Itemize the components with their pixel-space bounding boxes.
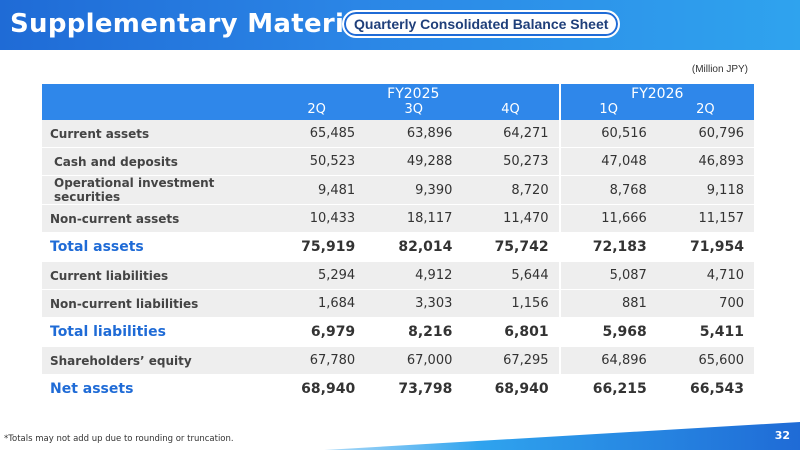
section-subtitle: Quarterly Consolidated Balance Sheet xyxy=(342,10,621,38)
quarter-header-row: 2Q 3Q 4Q 1Q 2Q xyxy=(42,102,754,120)
cell-value: 66,543 xyxy=(656,374,754,404)
row-label: Total liabilities xyxy=(42,317,268,347)
footnote: *Totals may not add up due to rounding o… xyxy=(4,434,234,444)
row-label: Operational investment securities xyxy=(42,175,268,205)
cell-value: 5,087 xyxy=(558,261,657,290)
unit-label: (Million JPY) xyxy=(691,64,748,75)
cell-value: 64,896 xyxy=(558,346,657,375)
cell-value: 6,801 xyxy=(462,317,560,347)
cell-value: 65,485 xyxy=(268,120,366,148)
table-row: Current assets 65,485 63,896 64,271 60,516 60… xyxy=(42,120,754,148)
cell-value: 47,048 xyxy=(558,147,657,176)
cell-value: 9,118 xyxy=(656,175,754,205)
header-corner xyxy=(42,102,268,120)
page-title: Supplementary Material xyxy=(10,9,372,39)
cell-value: 67,780 xyxy=(268,346,366,375)
cell-value: 60,796 xyxy=(656,120,754,148)
cell-value: 63,896 xyxy=(365,120,463,148)
cell-value: 75,742 xyxy=(462,232,560,262)
header-corner xyxy=(42,84,268,102)
cell-value: 9,390 xyxy=(365,175,463,205)
cell-value: 8,216 xyxy=(365,317,463,347)
row-label: Current assets xyxy=(42,120,268,148)
cell-value: 881 xyxy=(558,289,657,318)
year-header-row: FY2025 FY2026 xyxy=(42,84,754,102)
year-header: FY2025 xyxy=(268,84,560,102)
cell-value: 11,470 xyxy=(462,204,560,233)
cell-value: 73,798 xyxy=(365,374,463,404)
table-body: Current assets 65,485 63,896 64,271 60,516 60… xyxy=(42,120,754,404)
table-row: Non-current liabilities 1,684 3,303 1,156 88… xyxy=(42,289,754,318)
cell-value: 10,433 xyxy=(268,204,366,233)
cell-value: 8,720 xyxy=(462,175,560,205)
cell-value: 3,303 xyxy=(365,289,463,318)
table-row: Operational investment securities 9,481 9,… xyxy=(42,175,754,205)
cell-value: 5,294 xyxy=(268,261,366,290)
cell-value: 72,183 xyxy=(558,232,657,262)
title-banner: Supplementary Material Quarterly Consoli… xyxy=(0,0,800,50)
table-row: Current liabilities 5,294 4,912 5,644 5,087 4… xyxy=(42,261,754,290)
cell-value: 9,481 xyxy=(268,175,366,205)
quarter-header: 2Q xyxy=(268,102,366,120)
cell-value: 75,919 xyxy=(268,232,366,262)
quarter-header: 4Q xyxy=(462,102,560,120)
cell-value: 4,912 xyxy=(365,261,463,290)
row-label: Shareholders’ equity xyxy=(42,346,268,375)
year-header: FY2026 xyxy=(558,84,754,102)
footer-decoration xyxy=(324,422,800,450)
cell-value: 5,411 xyxy=(656,317,754,347)
cell-value: 60,516 xyxy=(558,120,657,148)
row-label: Total assets xyxy=(42,232,268,262)
row-label: Non-current liabilities xyxy=(42,289,268,318)
cell-value: 64,271 xyxy=(462,120,560,148)
quarter-header: 3Q xyxy=(365,102,463,120)
table-row: Net assets 68,940 73,798 68,940 66,215 66,543 xyxy=(42,374,754,404)
table-row: Non-current assets 10,433 18,117 11,470 11,6… xyxy=(42,204,754,233)
table-row: Cash and deposits 50,523 49,288 50,273 47,04… xyxy=(42,147,754,176)
cell-value: 82,014 xyxy=(365,232,463,262)
cell-value: 50,523 xyxy=(268,147,366,176)
balance-sheet-table: FY2025 FY2026 2Q 3Q 4Q 1Q 2Q Current ass… xyxy=(42,84,754,404)
quarter-header: 2Q xyxy=(656,102,754,120)
table-row: Total assets 75,919 82,014 75,742 72,183 71,9… xyxy=(42,232,754,262)
cell-value: 4,710 xyxy=(656,261,754,290)
cell-value: 11,666 xyxy=(558,204,657,233)
cell-value: 67,295 xyxy=(462,346,560,375)
cell-value: 66,215 xyxy=(558,374,657,404)
cell-value: 1,156 xyxy=(462,289,560,318)
table-row: Total liabilities 6,979 8,216 6,801 5,968 5,4… xyxy=(42,317,754,347)
cell-value: 67,000 xyxy=(365,346,463,375)
row-label: Non-current assets xyxy=(42,204,268,233)
cell-value: 68,940 xyxy=(462,374,560,404)
cell-value: 18,117 xyxy=(365,204,463,233)
cell-value: 50,273 xyxy=(462,147,560,176)
row-label: Current liabilities xyxy=(42,261,268,290)
cell-value: 65,600 xyxy=(656,346,754,375)
cell-value: 6,979 xyxy=(268,317,366,347)
cell-value: 700 xyxy=(656,289,754,318)
page-number: 32 xyxy=(774,429,790,442)
cell-value: 11,157 xyxy=(656,204,754,233)
cell-value: 49,288 xyxy=(365,147,463,176)
cell-value: 68,940 xyxy=(268,374,366,404)
table-row: Shareholders’ equity 67,780 67,000 67,295 64… xyxy=(42,346,754,375)
row-label: Cash and deposits xyxy=(42,147,268,176)
cell-value: 46,893 xyxy=(656,147,754,176)
cell-value: 5,644 xyxy=(462,261,560,290)
quarter-header: 1Q xyxy=(558,102,657,120)
cell-value: 71,954 xyxy=(656,232,754,262)
row-label: Net assets xyxy=(42,374,268,404)
cell-value: 8,768 xyxy=(558,175,657,205)
cell-value: 5,968 xyxy=(558,317,657,347)
cell-value: 1,684 xyxy=(268,289,366,318)
